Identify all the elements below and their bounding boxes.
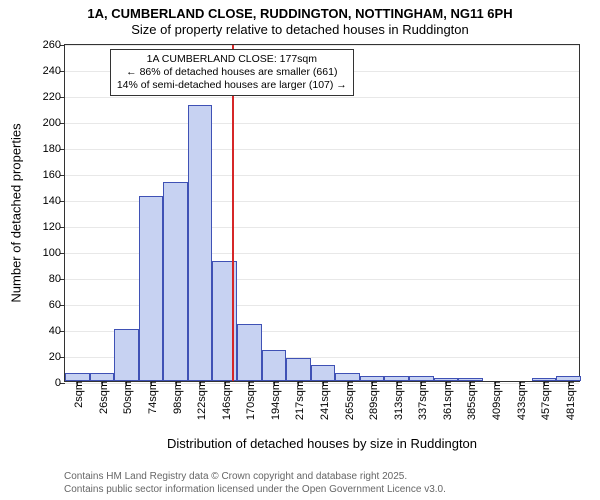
xtick-label: 122sqm	[192, 381, 208, 420]
ytick-label: 100	[43, 247, 65, 259]
gridline	[65, 175, 579, 176]
histogram-bar	[188, 105, 213, 381]
histogram-bar	[139, 196, 164, 381]
xtick-label: 385sqm	[462, 381, 478, 420]
xtick-label: 217sqm	[290, 381, 306, 420]
xtick-label: 289sqm	[364, 381, 380, 420]
y-axis-title: Number of detached properties	[9, 123, 24, 302]
histogram-bar	[262, 350, 287, 381]
chart-container: 1A, CUMBERLAND CLOSE, RUDDINGTON, NOTTIN…	[0, 0, 600, 500]
title-line2: Size of property relative to detached ho…	[0, 22, 600, 38]
ytick-label: 40	[49, 325, 65, 337]
title-block: 1A, CUMBERLAND CLOSE, RUDDINGTON, NOTTIN…	[0, 0, 600, 39]
histogram-bar	[286, 358, 311, 381]
histogram-bar	[114, 329, 139, 381]
histogram-bar	[237, 324, 262, 381]
annotation-line: ← 86% of detached houses are smaller (66…	[117, 66, 347, 79]
xtick-label: 457sqm	[536, 381, 552, 420]
x-axis-title: Distribution of detached houses by size …	[64, 436, 580, 451]
xtick-label: 433sqm	[512, 381, 528, 420]
xtick-label: 50sqm	[118, 381, 134, 414]
xtick-label: 481sqm	[561, 381, 577, 420]
histogram-bar	[335, 373, 360, 381]
ytick-label: 140	[43, 195, 65, 207]
xtick-label: 26sqm	[94, 381, 110, 414]
title-line1: 1A, CUMBERLAND CLOSE, RUDDINGTON, NOTTIN…	[0, 6, 600, 22]
ytick-label: 200	[43, 117, 65, 129]
ytick-label: 20	[49, 351, 65, 363]
ytick-label: 260	[43, 39, 65, 51]
histogram-bar	[311, 365, 336, 381]
footer-line2: Contains public sector information licen…	[64, 484, 446, 497]
xtick-label: 313sqm	[389, 381, 405, 420]
ytick-label: 80	[49, 273, 65, 285]
footer-note: Contains HM Land Registry data © Crown c…	[64, 471, 446, 496]
xtick-label: 2sqm	[69, 381, 85, 408]
plot-area: 0204060801001201401601802002202402602sqm…	[64, 44, 580, 382]
footer-line1: Contains HM Land Registry data © Crown c…	[64, 471, 446, 484]
xtick-label: 146sqm	[217, 381, 233, 420]
histogram-bar	[90, 373, 115, 381]
xtick-label: 170sqm	[241, 381, 257, 420]
xtick-label: 265sqm	[340, 381, 356, 420]
annotation-box: 1A CUMBERLAND CLOSE: 177sqm← 86% of deta…	[110, 49, 354, 96]
gridline	[65, 45, 579, 46]
gridline	[65, 123, 579, 124]
xtick-label: 74sqm	[143, 381, 159, 414]
xtick-label: 194sqm	[266, 381, 282, 420]
ytick-label: 60	[49, 299, 65, 311]
xtick-label: 98sqm	[168, 381, 184, 414]
xtick-label: 241sqm	[315, 381, 331, 420]
xtick-label: 337sqm	[413, 381, 429, 420]
gridline	[65, 149, 579, 150]
gridline	[65, 97, 579, 98]
histogram-bar	[65, 373, 90, 381]
histogram-bar	[163, 182, 188, 381]
annotation-line: 14% of semi-detached houses are larger (…	[117, 79, 347, 92]
ytick-label: 180	[43, 143, 65, 155]
ytick-label: 220	[43, 91, 65, 103]
ytick-label: 160	[43, 169, 65, 181]
annotation-line: 1A CUMBERLAND CLOSE: 177sqm	[117, 53, 347, 66]
xtick-label: 409sqm	[487, 381, 503, 420]
xtick-label: 361sqm	[438, 381, 454, 420]
ytick-label: 240	[43, 65, 65, 77]
ytick-label: 120	[43, 221, 65, 233]
ytick-label: 0	[55, 377, 65, 389]
